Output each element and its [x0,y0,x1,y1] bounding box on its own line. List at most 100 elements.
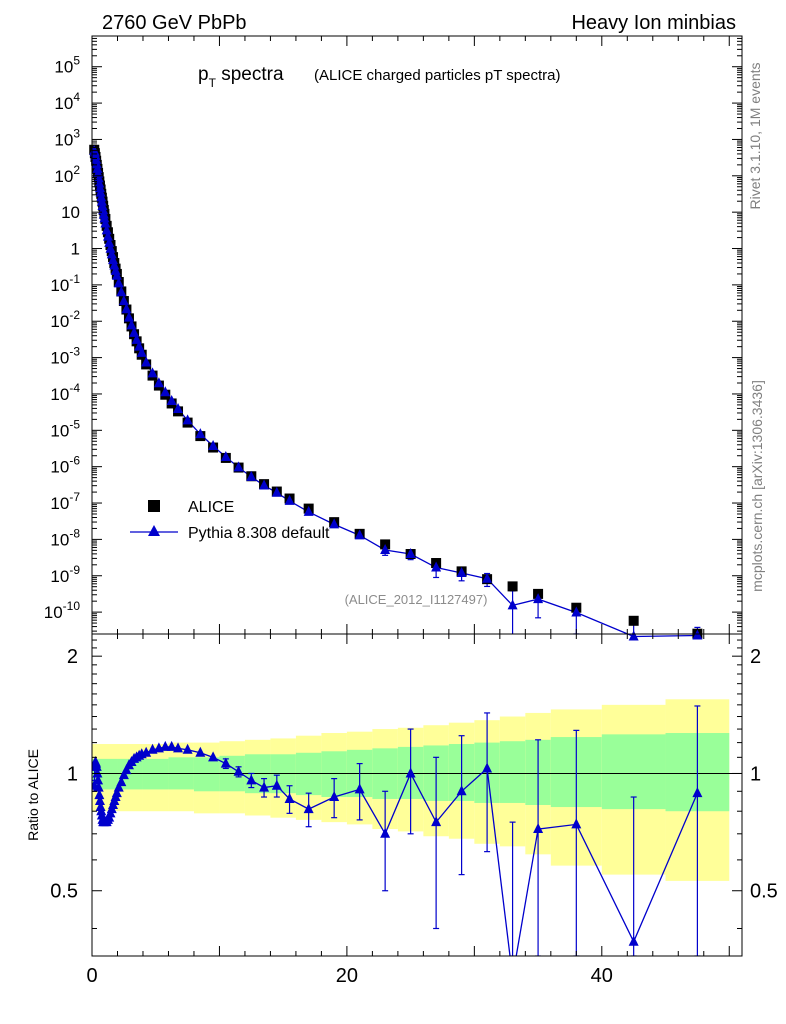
y-tick-label: 10-10 [44,599,81,622]
pythia-point [92,162,103,173]
y-tick-label: 10-9 [50,563,80,586]
pythia-point [96,195,107,206]
ratio-point [380,827,391,838]
pythia-point [246,470,257,481]
y-tick-label: 105 [54,54,80,77]
ratio-point [195,746,206,757]
pythia-point [136,346,147,357]
ratio-point [95,801,106,812]
legend-alice-label: ALICE [188,499,234,516]
ratio-frame [91,633,743,957]
pythia-point [160,386,171,397]
pythia-point [93,172,104,183]
x-tick-label: 0 [86,965,97,987]
title-p: p [198,64,209,85]
legend-pythia-marker [148,525,160,536]
pythia-point [126,319,137,330]
ratio-point [141,746,152,757]
ratio-point [94,794,105,805]
pythia-point [482,572,493,583]
y-tick-label: 10-1 [50,272,80,295]
pythia-point [271,486,282,497]
pythia-point [94,177,105,188]
pythia-point [100,217,111,228]
y-tick-label: 102 [54,163,80,186]
legend-pythia-label: Pythia 8.308 default [188,525,330,542]
ratio-point [692,787,703,798]
ratio-point [93,781,104,792]
pythia-point [121,303,132,314]
pythia-point [431,561,442,572]
ratio-point [303,803,314,814]
alice-point [628,615,639,626]
pythia-point [98,208,109,219]
band-stat [499,741,526,803]
ratio-point [354,783,365,794]
pythia-point [113,277,124,288]
header-left: 2760 GeV PbPb [102,12,247,34]
y-tick-label: 10-7 [50,490,80,513]
plot-subtitle: (ALICE charged particles pT spectra) [314,67,561,84]
pythia-point [195,428,206,439]
ratio-point [259,781,270,792]
ratio-point [173,742,184,753]
pythia-point [303,505,314,516]
pythia-point [141,356,152,367]
ratio-point [118,769,129,780]
main-frame [91,35,743,635]
rivet-label: Rivet 3.1.10, 1M events [747,62,763,209]
pythia-point [456,567,467,578]
pythia-point [173,403,184,414]
ratio-y-tick-label: 0.5 [50,881,78,903]
ratio-point [96,805,107,816]
ratio-point [456,785,467,796]
ratio-point [92,767,103,778]
pythia-point [147,367,158,378]
pythia-point [182,414,193,425]
ratio-point [93,774,104,785]
ratio-point [628,935,639,946]
alice-point [507,581,518,592]
ratio-point [431,816,442,827]
ratio-point [208,751,219,762]
y-tick-label: 10-5 [50,417,80,440]
legend-alice-marker [148,500,160,512]
pythia-point [91,158,102,169]
ratio-point [571,818,582,829]
x-tick-label: 40 [591,965,613,987]
pythia-point [123,311,134,322]
ratio-point [271,779,282,790]
pythia-point [116,286,127,297]
y-tick-label: 10-8 [50,526,80,549]
ratio-y-tick-label-right: 2 [750,646,761,668]
legend: ALICE Pythia 8.308 default [130,499,330,542]
pythia-point [93,167,104,178]
ratio-point [284,792,295,803]
pythia-point [208,440,219,451]
ratio-point [482,762,493,773]
y-tick-label: 104 [54,90,80,113]
ratio-point [182,743,193,754]
y-tick-label: 10-4 [50,381,80,404]
pythia-point [108,254,119,265]
mcplots-label: mcplots.cern.ch [arXiv:1306.3436] [749,380,765,592]
pythia-point [354,529,365,540]
pythia-point [692,629,703,640]
pythia-point [233,461,244,472]
pythia-point [380,544,391,555]
pythia-point [533,593,544,604]
title-rest: spectra [216,64,284,85]
ratio-point [329,791,340,802]
ratio-point [166,740,177,751]
pythia-point [102,230,113,241]
pythia-point [284,494,295,505]
ratio-point [246,774,257,785]
band-stat [193,757,220,792]
pythia-point [99,212,110,223]
ratio-point [111,787,122,798]
pythia-point [95,186,106,197]
ratio-y-tick-label-right: 1 [750,763,761,785]
pythia-point [105,242,116,253]
y-tick-label: 10-3 [50,345,80,368]
